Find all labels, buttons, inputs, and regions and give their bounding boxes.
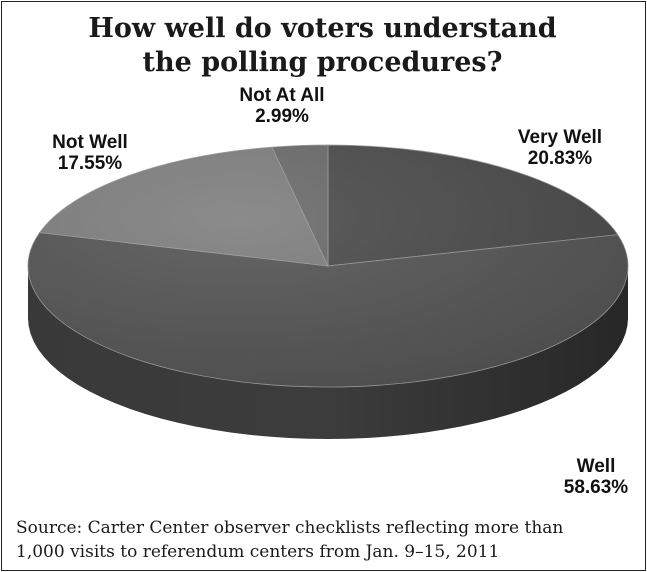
slice-label-not-at-all: Not At All [239,85,324,106]
slice-value-very-well: 20.83% [528,148,593,169]
pie-top-sheen [28,145,628,387]
slice-value-not-at-all: 2.99% [255,106,309,127]
pie-side-group [28,266,628,439]
chart-title-line-2: the polling procedures? [142,47,503,78]
slice-value-well: 58.63% [564,477,629,498]
slice-value-not-well: 17.55% [58,153,123,174]
slice-label-very-well: Very Well [518,127,602,148]
slice-label-not-well: Not Well [52,132,128,153]
source-note-line-1: Source: Carter Center observer checklist… [16,518,564,538]
pie-side-shade-well [28,266,628,439]
slice-label-well: Well [577,456,616,477]
chart-title-line-1: How well do voters understand [88,13,557,44]
source-note-line-2: 1,000 visits to referendum centers from … [16,542,500,562]
pie-top-group [27,144,629,388]
